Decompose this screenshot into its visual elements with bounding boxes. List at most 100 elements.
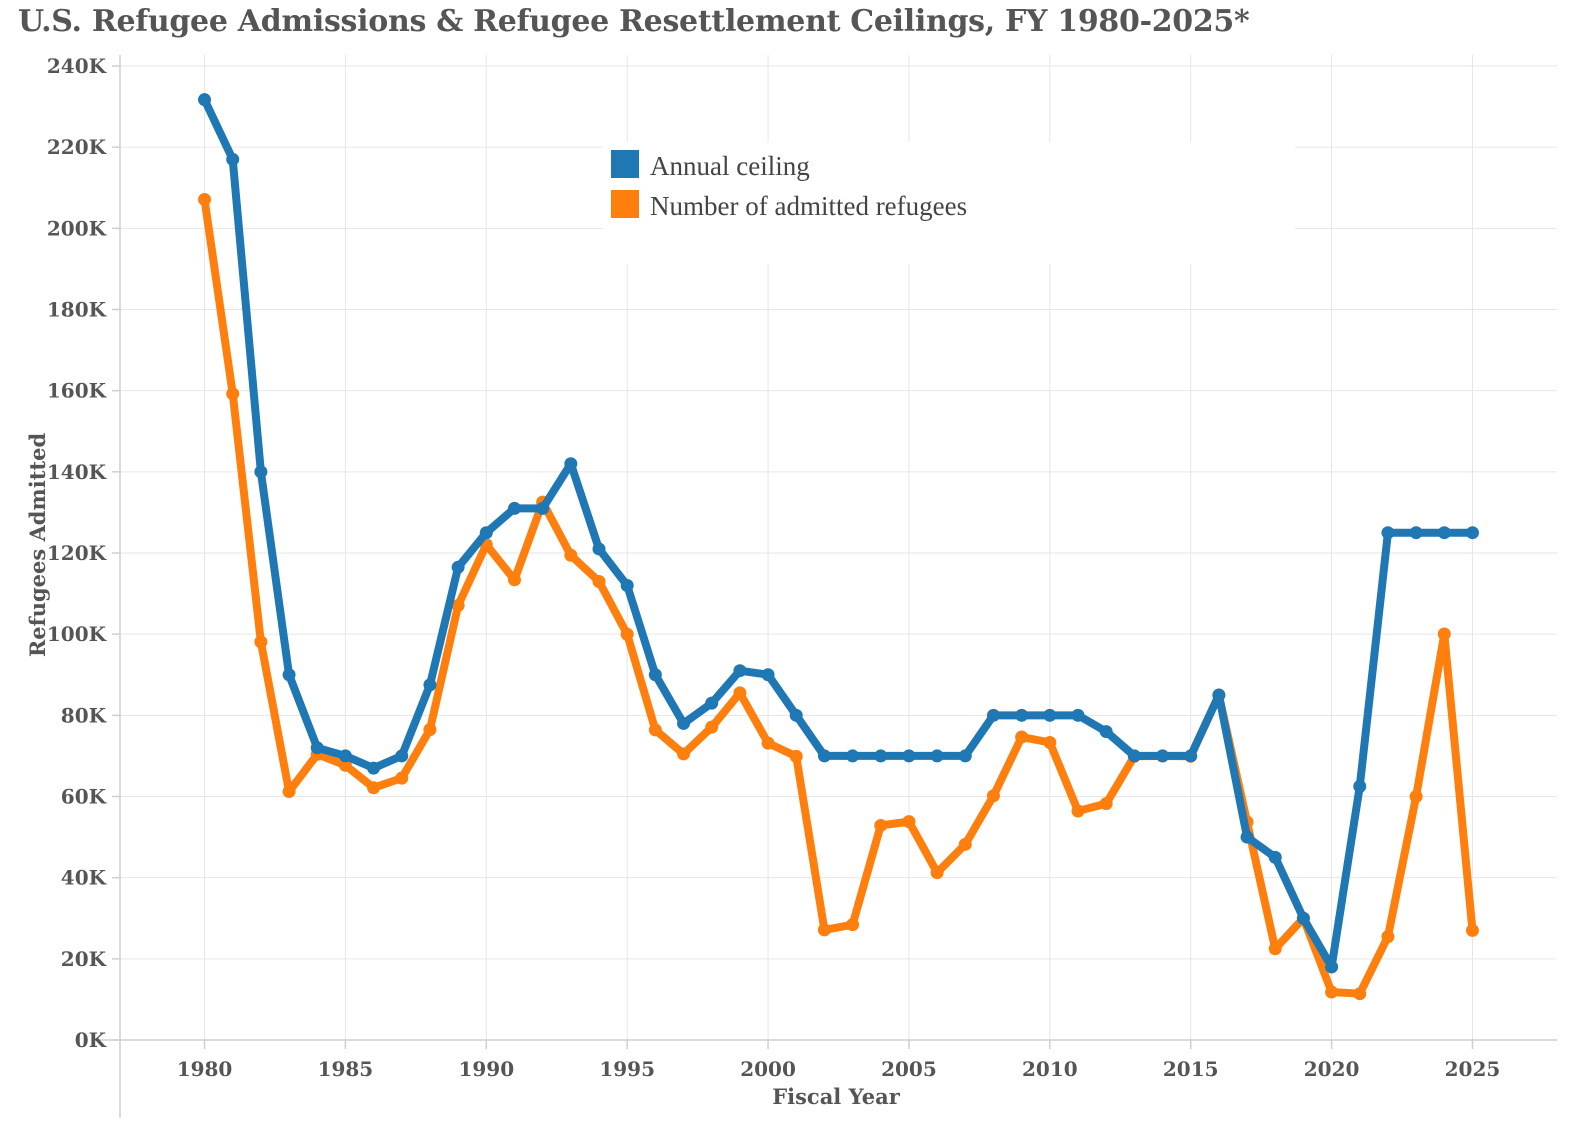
data-point-number-of-admitted-refugees[interactable]	[817, 923, 831, 937]
data-point-annual-ceiling[interactable]	[1099, 725, 1113, 739]
data-point-number-of-admitted-refugees[interactable]	[789, 749, 803, 763]
data-point-number-of-admitted-refugees[interactable]	[198, 192, 212, 206]
data-point-annual-ceiling[interactable]	[226, 152, 240, 166]
data-point-number-of-admitted-refugees[interactable]	[1071, 804, 1085, 818]
data-point-number-of-admitted-refugees[interactable]	[395, 771, 409, 785]
data-point-number-of-admitted-refugees[interactable]	[423, 723, 437, 737]
data-point-annual-ceiling[interactable]	[986, 708, 1000, 722]
data-point-annual-ceiling[interactable]	[1156, 749, 1170, 763]
data-point-annual-ceiling[interactable]	[310, 741, 324, 755]
data-point-number-of-admitted-refugees[interactable]	[254, 635, 268, 649]
data-point-annual-ceiling[interactable]	[874, 749, 888, 763]
data-point-annual-ceiling[interactable]	[423, 678, 437, 692]
data-point-annual-ceiling[interactable]	[1325, 960, 1339, 974]
data-point-annual-ceiling[interactable]	[338, 749, 352, 763]
chart-title: U.S. Refugee Admissions & Refugee Resett…	[18, 4, 1250, 39]
y-tick-label: 0K	[75, 1028, 107, 1052]
data-point-annual-ceiling[interactable]	[846, 749, 860, 763]
data-point-annual-ceiling[interactable]	[1071, 708, 1085, 722]
data-point-number-of-admitted-refugees[interactable]	[930, 866, 944, 880]
data-point-annual-ceiling[interactable]	[1043, 708, 1057, 722]
data-point-number-of-admitted-refugees[interactable]	[564, 548, 578, 562]
data-point-annual-ceiling[interactable]	[536, 501, 550, 515]
series-annual-ceiling	[198, 93, 1479, 974]
data-point-annual-ceiling[interactable]	[1381, 526, 1395, 540]
data-point-annual-ceiling[interactable]	[1296, 911, 1310, 925]
data-point-number-of-admitted-refugees[interactable]	[1015, 730, 1029, 744]
x-tick-labels: 1980 1985 1990 1995 2000 2005 2010 2015 2020 2025	[177, 1057, 1501, 1081]
data-point-annual-ceiling[interactable]	[507, 501, 521, 515]
data-point-number-of-admitted-refugees[interactable]	[1465, 923, 1479, 937]
data-point-annual-ceiling[interactable]	[1015, 708, 1029, 722]
data-point-number-of-admitted-refugees[interactable]	[226, 387, 240, 401]
data-point-annual-ceiling[interactable]	[733, 664, 747, 678]
data-point-number-of-admitted-refugees[interactable]	[733, 686, 747, 700]
data-point-annual-ceiling[interactable]	[789, 708, 803, 722]
data-point-annual-ceiling[interactable]	[930, 749, 944, 763]
data-point-number-of-admitted-refugees[interactable]	[592, 574, 606, 588]
data-point-number-of-admitted-refugees[interactable]	[1437, 627, 1451, 641]
x-tick-label: 1980	[177, 1057, 233, 1081]
data-point-number-of-admitted-refugees[interactable]	[1325, 985, 1339, 999]
data-point-annual-ceiling[interactable]	[648, 668, 662, 682]
data-point-number-of-admitted-refugees[interactable]	[874, 818, 888, 832]
data-point-annual-ceiling[interactable]	[1409, 526, 1423, 540]
data-point-number-of-admitted-refugees[interactable]	[451, 598, 465, 612]
data-point-number-of-admitted-refugees[interactable]	[902, 815, 916, 829]
legend-swatch-admitted-refugees	[611, 190, 639, 218]
data-point-number-of-admitted-refugees[interactable]	[846, 918, 860, 932]
data-point-annual-ceiling[interactable]	[958, 749, 972, 763]
data-point-annual-ceiling[interactable]	[1184, 749, 1198, 763]
y-tick-label: 80K	[61, 703, 107, 727]
data-point-number-of-admitted-refugees[interactable]	[986, 789, 1000, 803]
x-tick-label: 1995	[599, 1057, 655, 1081]
data-point-number-of-admitted-refugees[interactable]	[1409, 789, 1423, 803]
data-point-annual-ceiling[interactable]	[1465, 526, 1479, 540]
data-point-number-of-admitted-refugees[interactable]	[282, 785, 296, 799]
data-point-number-of-admitted-refugees[interactable]	[1043, 735, 1057, 749]
data-point-number-of-admitted-refugees[interactable]	[958, 837, 972, 851]
data-point-number-of-admitted-refugees[interactable]	[705, 720, 719, 734]
x-tick-label: 2010	[1022, 1057, 1078, 1081]
data-point-annual-ceiling[interactable]	[564, 457, 578, 471]
data-point-number-of-admitted-refugees[interactable]	[1268, 942, 1282, 956]
data-point-annual-ceiling[interactable]	[1353, 779, 1367, 793]
data-point-annual-ceiling[interactable]	[902, 749, 916, 763]
data-point-annual-ceiling[interactable]	[254, 465, 268, 479]
data-point-number-of-admitted-refugees[interactable]	[761, 736, 775, 750]
data-point-number-of-admitted-refugees[interactable]	[677, 747, 691, 761]
data-point-annual-ceiling[interactable]	[592, 542, 606, 556]
data-point-number-of-admitted-refugees[interactable]	[338, 758, 352, 772]
data-point-annual-ceiling[interactable]	[479, 526, 493, 540]
data-point-annual-ceiling[interactable]	[1268, 850, 1282, 864]
data-point-annual-ceiling[interactable]	[677, 716, 691, 730]
data-point-annual-ceiling[interactable]	[1437, 526, 1451, 540]
data-point-annual-ceiling[interactable]	[761, 668, 775, 682]
series-line-number-of-admitted-refugees	[200, 195, 1477, 998]
y-tick-label: 20K	[61, 947, 107, 971]
data-point-annual-ceiling[interactable]	[1212, 688, 1226, 702]
data-point-number-of-admitted-refugees[interactable]	[1381, 930, 1395, 944]
data-point-number-of-admitted-refugees[interactable]	[648, 723, 662, 737]
data-point-number-of-admitted-refugees[interactable]	[1353, 987, 1367, 1001]
data-point-number-of-admitted-refugees[interactable]	[367, 781, 381, 795]
y-tick-label: 220K	[47, 135, 107, 159]
y-tick-label: 40K	[61, 866, 107, 890]
data-point-annual-ceiling[interactable]	[198, 93, 212, 107]
data-point-annual-ceiling[interactable]	[367, 761, 381, 775]
data-point-annual-ceiling[interactable]	[817, 749, 831, 763]
legend: Annual ceiling Number of admitted refuge…	[603, 142, 1295, 264]
data-point-annual-ceiling[interactable]	[282, 668, 296, 682]
data-point-number-of-admitted-refugees[interactable]	[507, 573, 521, 587]
series-number-of-admitted-refugees	[198, 192, 1479, 1001]
data-point-number-of-admitted-refugees[interactable]	[620, 627, 634, 641]
data-point-annual-ceiling[interactable]	[395, 749, 409, 763]
data-point-annual-ceiling[interactable]	[705, 696, 719, 710]
y-tick-label: 120K	[47, 541, 107, 565]
data-point-number-of-admitted-refugees[interactable]	[1099, 797, 1113, 811]
data-point-annual-ceiling[interactable]	[451, 560, 465, 574]
data-point-annual-ceiling[interactable]	[1127, 749, 1141, 763]
data-point-annual-ceiling[interactable]	[620, 578, 634, 592]
data-point-annual-ceiling[interactable]	[1240, 830, 1254, 844]
